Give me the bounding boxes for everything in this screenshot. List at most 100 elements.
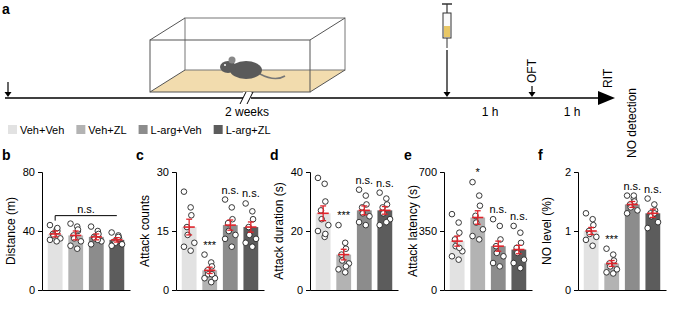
y-tick-label: 0	[163, 284, 169, 296]
y-axis-title: NO level (%)	[540, 197, 554, 265]
panel-label: f	[538, 147, 543, 163]
data-point	[342, 270, 348, 276]
error-cap	[454, 235, 460, 236]
data-point	[323, 231, 329, 237]
data-point	[470, 233, 476, 239]
plot-area	[181, 189, 259, 290]
bar	[511, 250, 526, 290]
mouse-eye	[224, 64, 226, 66]
error-cap	[93, 239, 99, 240]
x-axis	[311, 290, 399, 292]
significance-label: ***	[605, 233, 619, 245]
significance-label: n.s.	[489, 203, 507, 215]
data-point	[590, 216, 596, 222]
data-point	[189, 212, 195, 218]
data-point	[511, 260, 517, 266]
arrow-head	[444, 92, 451, 97]
chart: cAttack counts01530***n.s.n.s.	[136, 147, 265, 296]
data-point	[604, 246, 610, 252]
y-tick-label: 700	[419, 166, 437, 178]
error-cap	[52, 236, 58, 237]
cage-edge	[310, 70, 345, 92]
bar	[604, 263, 619, 290]
annotation-bracket-tick	[55, 216, 56, 221]
mean-line	[452, 240, 463, 242]
data-point	[449, 211, 455, 217]
error-cap	[361, 214, 367, 215]
mean-line	[204, 270, 215, 272]
y-tick-mark	[38, 290, 42, 291]
error-cap	[248, 232, 254, 233]
y-tick-mark	[172, 290, 176, 291]
y-tick: 1	[565, 225, 578, 237]
data-point	[594, 234, 600, 240]
arrow-head	[529, 92, 536, 97]
plot-area	[315, 175, 393, 290]
cage	[150, 18, 345, 92]
data-point	[610, 252, 616, 258]
data-point	[88, 224, 94, 230]
error-cap	[629, 207, 635, 208]
legend-label: Veh+Veh	[20, 124, 64, 136]
data-point	[480, 227, 486, 233]
y-tick: 80	[23, 166, 42, 178]
legend-label: L-arg+Veh	[151, 124, 202, 136]
y-axis-line	[38, 173, 43, 291]
bar	[48, 234, 63, 290]
data-point	[181, 189, 187, 195]
mean-line	[379, 210, 390, 212]
bar	[182, 227, 197, 290]
bar	[450, 241, 465, 290]
y-tick-mark	[172, 172, 176, 173]
data-point	[476, 193, 482, 199]
y-tick: 40	[23, 225, 42, 237]
error-cap	[609, 260, 615, 261]
error-cap	[609, 266, 615, 267]
y-axis: 04080	[23, 166, 43, 296]
data-point	[336, 222, 342, 228]
data-point	[583, 237, 589, 243]
data-point	[54, 239, 60, 245]
data-point	[497, 223, 503, 229]
data-point	[229, 244, 235, 250]
syringe-barrel	[443, 13, 451, 38]
legend-label: L-arg+ZL	[226, 124, 271, 136]
mouse-tail	[260, 74, 285, 79]
y-tick-mark	[440, 231, 444, 232]
bar	[584, 231, 599, 290]
data-point	[109, 230, 115, 236]
data-point	[377, 190, 383, 196]
mean-line	[50, 233, 61, 235]
bar	[223, 225, 238, 290]
data-point	[476, 237, 482, 243]
y-axis-title: Attack duration (s)	[272, 182, 286, 279]
data-point	[363, 193, 369, 199]
x-axis	[177, 290, 265, 292]
mean-line	[627, 204, 638, 206]
legend-swatch	[76, 125, 85, 134]
chart: bDistance (m)04080n.s.	[2, 147, 131, 296]
y-axis: 02040	[291, 166, 311, 296]
error-cap	[454, 246, 460, 247]
error-cap	[52, 230, 58, 231]
mean-line	[318, 213, 329, 215]
data-point	[315, 228, 321, 234]
y-tick-label: 80	[23, 166, 35, 178]
data-point	[377, 222, 383, 228]
bar	[625, 204, 640, 290]
y-tick-mark	[306, 231, 310, 232]
error-cap	[114, 237, 120, 238]
x-axis-line	[579, 290, 667, 291]
y-tick-mark	[306, 290, 310, 291]
data-point	[323, 199, 329, 205]
error-cap	[320, 220, 326, 221]
y-tick-mark	[574, 290, 578, 291]
arrow	[446, 50, 447, 93]
y-tick-label: 40	[23, 225, 35, 237]
y-axis-line	[574, 173, 579, 291]
error-cap	[650, 209, 656, 210]
y-tick: 15	[157, 225, 176, 237]
error-cap	[320, 205, 326, 206]
data-point	[208, 279, 214, 285]
data-point	[119, 241, 125, 247]
